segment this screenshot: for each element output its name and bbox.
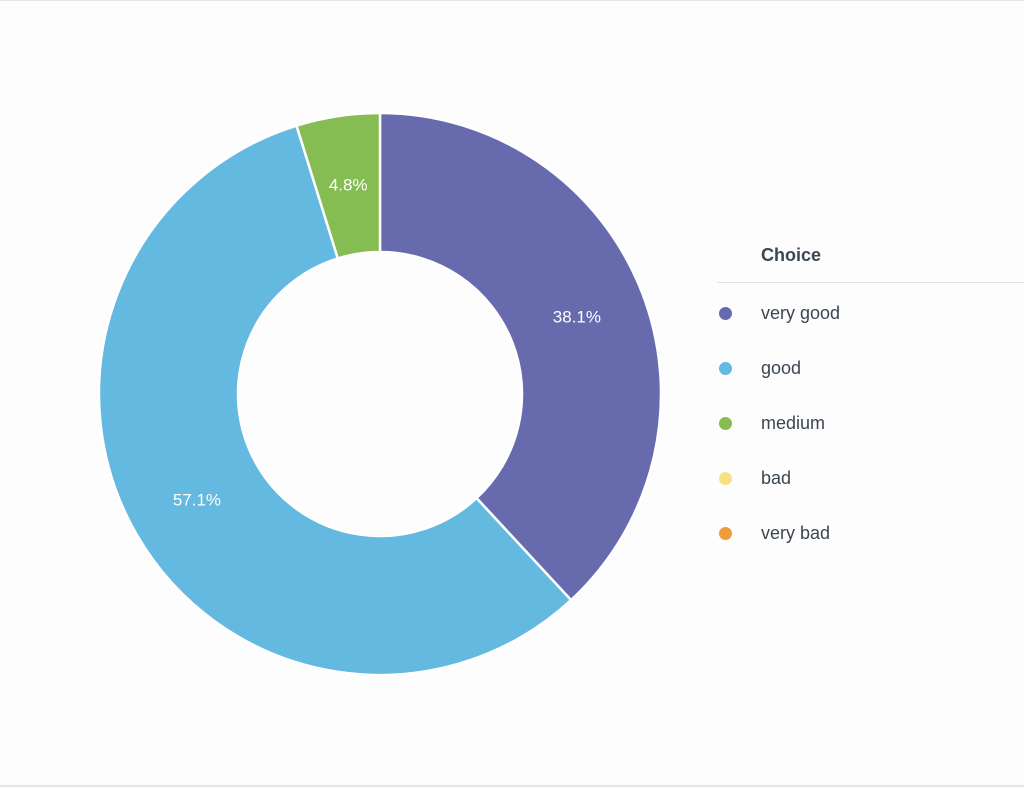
donut-chart: 38.1% 57.1% 4.8%	[97, 111, 663, 677]
legend-label: good	[761, 358, 802, 378]
legend-title: Choice	[717, 229, 1024, 283]
slice-value-label: 57.1%	[173, 490, 221, 509]
legend-item-very-bad[interactable]: very bad	[717, 505, 1024, 560]
legend-dot	[719, 362, 732, 375]
legend-item-bad[interactable]: bad	[717, 450, 1024, 505]
legend-item-good[interactable]: good	[717, 340, 1024, 395]
legend-list: very good good medium bad very bad	[717, 285, 1024, 560]
legend-label: very bad	[761, 523, 831, 543]
legend-dot	[719, 417, 732, 430]
slice-value-label: 38.1%	[553, 307, 601, 326]
legend-label: very good	[761, 303, 841, 323]
legend-item-medium[interactable]: medium	[717, 395, 1024, 450]
donut-slice-very-good[interactable]	[378, 111, 663, 602]
donut-slice-medium[interactable]	[295, 111, 382, 260]
legend: Choice very good good medium bad very ba…	[717, 229, 1024, 560]
legend-dot	[719, 307, 732, 320]
slice-value-label: 4.8%	[329, 175, 368, 194]
legend-dot	[719, 472, 732, 485]
legend-dot	[719, 527, 732, 540]
legend-label: bad	[761, 468, 792, 488]
legend-label: medium	[761, 413, 826, 433]
donut-slice-good[interactable]	[97, 124, 573, 677]
legend-item-very-good[interactable]: very good	[717, 285, 1024, 340]
